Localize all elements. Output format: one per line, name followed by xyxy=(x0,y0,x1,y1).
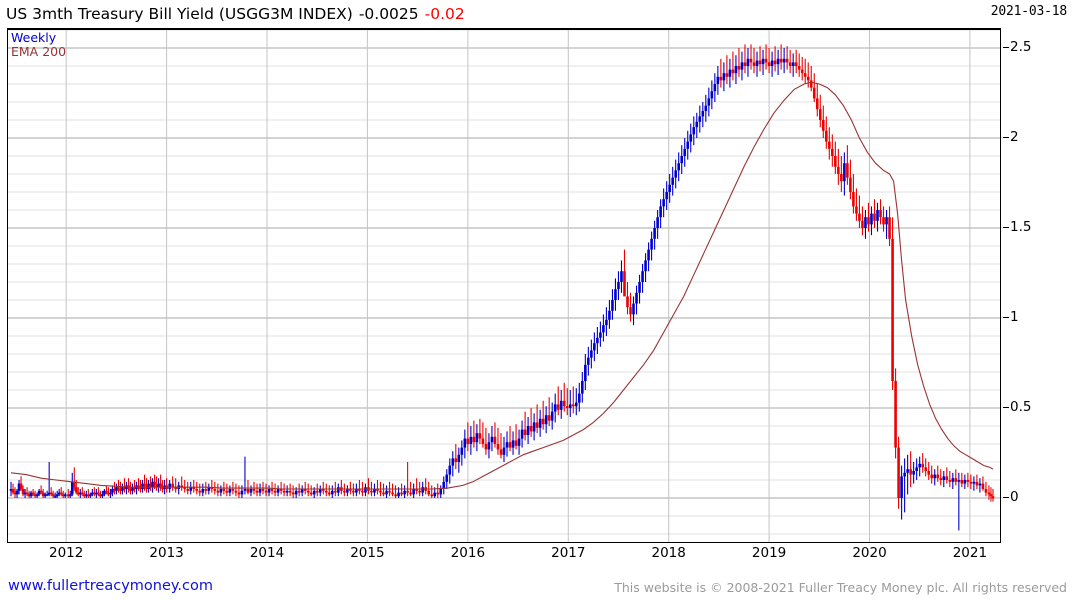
instrument-name: US 3mth Treasury Bill Yield (USGG3M INDE… xyxy=(6,4,353,23)
x-axis: 2012 2013 2014 2015 2016 2017 2018 2019 2020 2021 xyxy=(0,545,1075,567)
price-chart-svg xyxy=(8,30,1000,542)
x-axis-label: 2016 xyxy=(450,545,486,561)
x-axis-label: 2018 xyxy=(651,545,686,561)
copyright-notice: This website is © 2008-2021 Fuller Treac… xyxy=(614,580,1067,595)
y-axis-label: 0.5 xyxy=(1010,399,1032,415)
y-axis-label: 2.5 xyxy=(1010,39,1032,55)
y-axis-tick xyxy=(1003,317,1009,318)
x-axis-label: 2019 xyxy=(751,545,787,561)
y-axis-label: 2 xyxy=(1010,129,1019,145)
chart-footer: www.fullertreacymoney.com This website i… xyxy=(0,578,1075,598)
x-axis-label: 2013 xyxy=(149,545,184,561)
site-url[interactable]: www.fullertreacymoney.com xyxy=(8,578,213,594)
x-axis-label: 2020 xyxy=(852,545,887,561)
last-value: -0.0025 xyxy=(358,4,419,23)
x-axis-label: 2021 xyxy=(952,545,988,561)
y-axis-tick xyxy=(1003,407,1009,408)
x-axis-label: 2017 xyxy=(551,545,586,561)
ema-200-line xyxy=(10,81,994,490)
y-axis-label: 1 xyxy=(1010,309,1019,325)
plot-area[interactable] xyxy=(7,28,1001,543)
y-axis: 0 0.5 1 1.5 2 2.5 xyxy=(1003,28,1063,543)
y-axis-tick xyxy=(1003,137,1009,138)
change-value: -0.02 xyxy=(424,4,465,23)
y-axis-label: 0 xyxy=(1010,489,1019,505)
ohlc-bar-series xyxy=(9,44,995,531)
y-axis-tick xyxy=(1003,47,1009,48)
chart-header: US 3mth Treasury Bill Yield (USGG3M INDE… xyxy=(0,0,1075,27)
x-axis-label: 2012 xyxy=(49,545,84,561)
chart-date: 2021-03-18 xyxy=(990,4,1067,19)
x-axis-label: 2015 xyxy=(350,545,385,561)
page-title: US 3mth Treasury Bill Yield (USGG3M INDE… xyxy=(6,5,465,23)
y-axis-tick xyxy=(1003,227,1009,228)
vertical-gridlines xyxy=(65,30,971,542)
y-axis-tick xyxy=(1003,497,1009,498)
major-gridlines xyxy=(8,47,1000,499)
minor-gridlines xyxy=(8,30,1000,535)
y-axis-label: 1.5 xyxy=(1010,219,1032,235)
x-axis-label: 2014 xyxy=(249,545,285,561)
